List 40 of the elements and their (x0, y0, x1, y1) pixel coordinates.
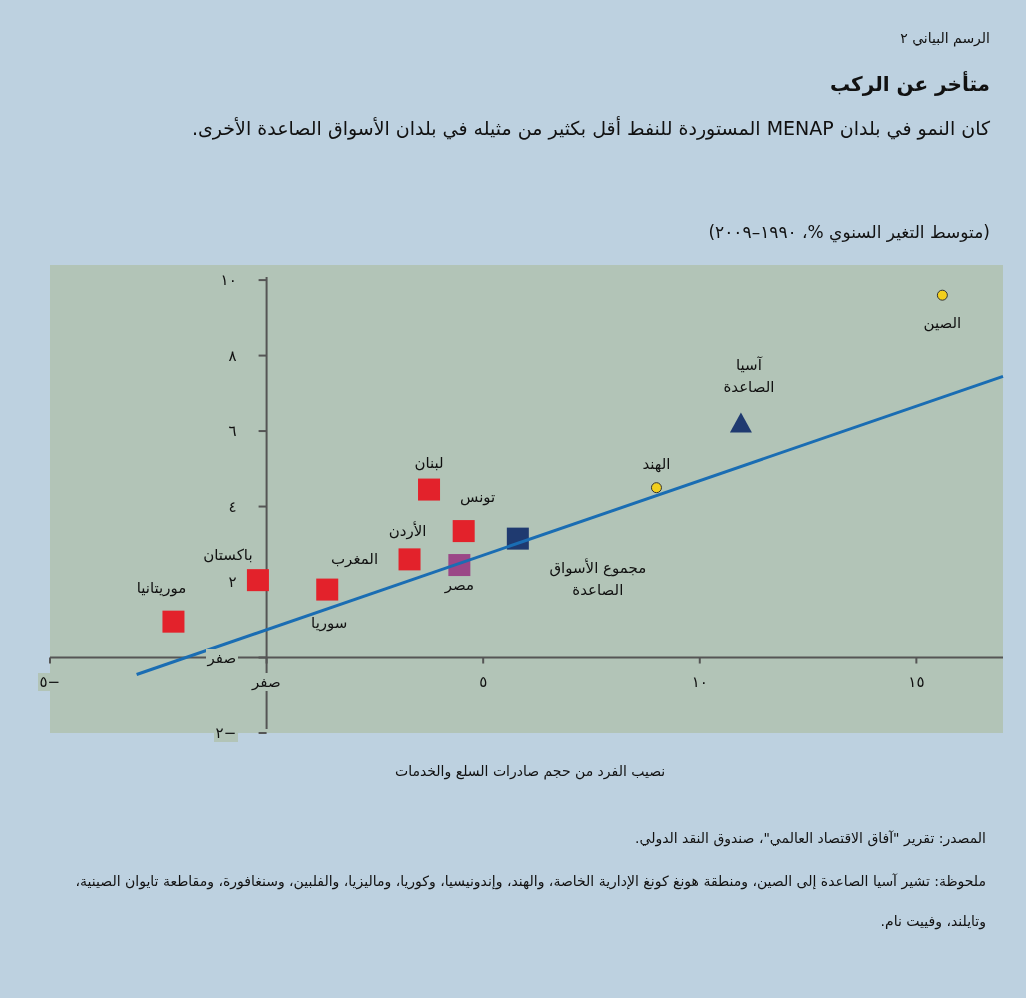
point (936, 289, 948, 301)
point (162, 610, 185, 633)
chart-title: متأخر عن الركب (829, 72, 990, 96)
annotation: مصر (443, 575, 475, 597)
x-tick-label: ٥ (477, 672, 490, 691)
annotation: تونس (459, 487, 497, 509)
x-tick-label: صفر (250, 672, 283, 691)
x-axis-title: نصيب الفرد من حجم صادرات السلع والخدمات (395, 763, 666, 779)
annotation: لبنان (413, 452, 445, 474)
annotation: موريتانيا (135, 577, 188, 599)
point (452, 520, 475, 543)
y-tick-label: ١٠ (218, 271, 239, 290)
y-tick-label: ٨ (226, 346, 239, 365)
text: المصدر: تقرير "آفاق الاقتصاد العالمي"، صندوق النقد الدولي. (634, 829, 986, 849)
annotation: المغرب (330, 549, 380, 571)
y-tick-label: ٢ (226, 573, 239, 592)
point (418, 478, 441, 501)
chart-subtitle: كان النمو في بلدان MENAP المستوردة للنفط أقل بكثير من مثيله في بلدان الأسواق الصاعدة الأخرى. (190, 115, 990, 142)
annotation: مجموع الأسواق الصاعدة (548, 557, 648, 601)
point (398, 548, 421, 571)
text: ملحوظة: تشير آسيا الصاعدة إلى الصين، ومنطقة هونغ كونغ الإدارية الخاصة، والهند، وإندونيسيا، وكوريا، وماليزيا، والفلبين، وسنغافورة، ومقاطعة تايوان الصينية، وتايلند، وفييت نام. (75, 873, 986, 929)
x-tick-label: ١٠ (689, 672, 710, 691)
x-tick-label: −٥ (37, 672, 63, 691)
point (650, 482, 662, 494)
y-tick-label: ٦ (226, 422, 239, 441)
point (246, 569, 269, 592)
annotation: سوريا (310, 612, 349, 634)
text: الرسم البياني ٢ (900, 30, 990, 46)
y-tick-label: ٤ (226, 497, 239, 516)
annotation: آسيا الصاعدة (722, 354, 776, 398)
annotation: الصين (922, 313, 963, 335)
annotation: الهند (641, 453, 672, 475)
y-tick-label: صفر (205, 648, 239, 667)
point (316, 578, 339, 601)
y-tick-label: −٢ (213, 724, 239, 742)
point (729, 412, 752, 433)
annotation: باكستان (202, 545, 254, 567)
x-tick-label: ١٥ (906, 672, 927, 691)
y-axis-title: (متوسط التغير السنوي %، ١٩٩٠–٢٠٠٩) (708, 222, 990, 242)
annotation: الأردن (387, 520, 428, 543)
